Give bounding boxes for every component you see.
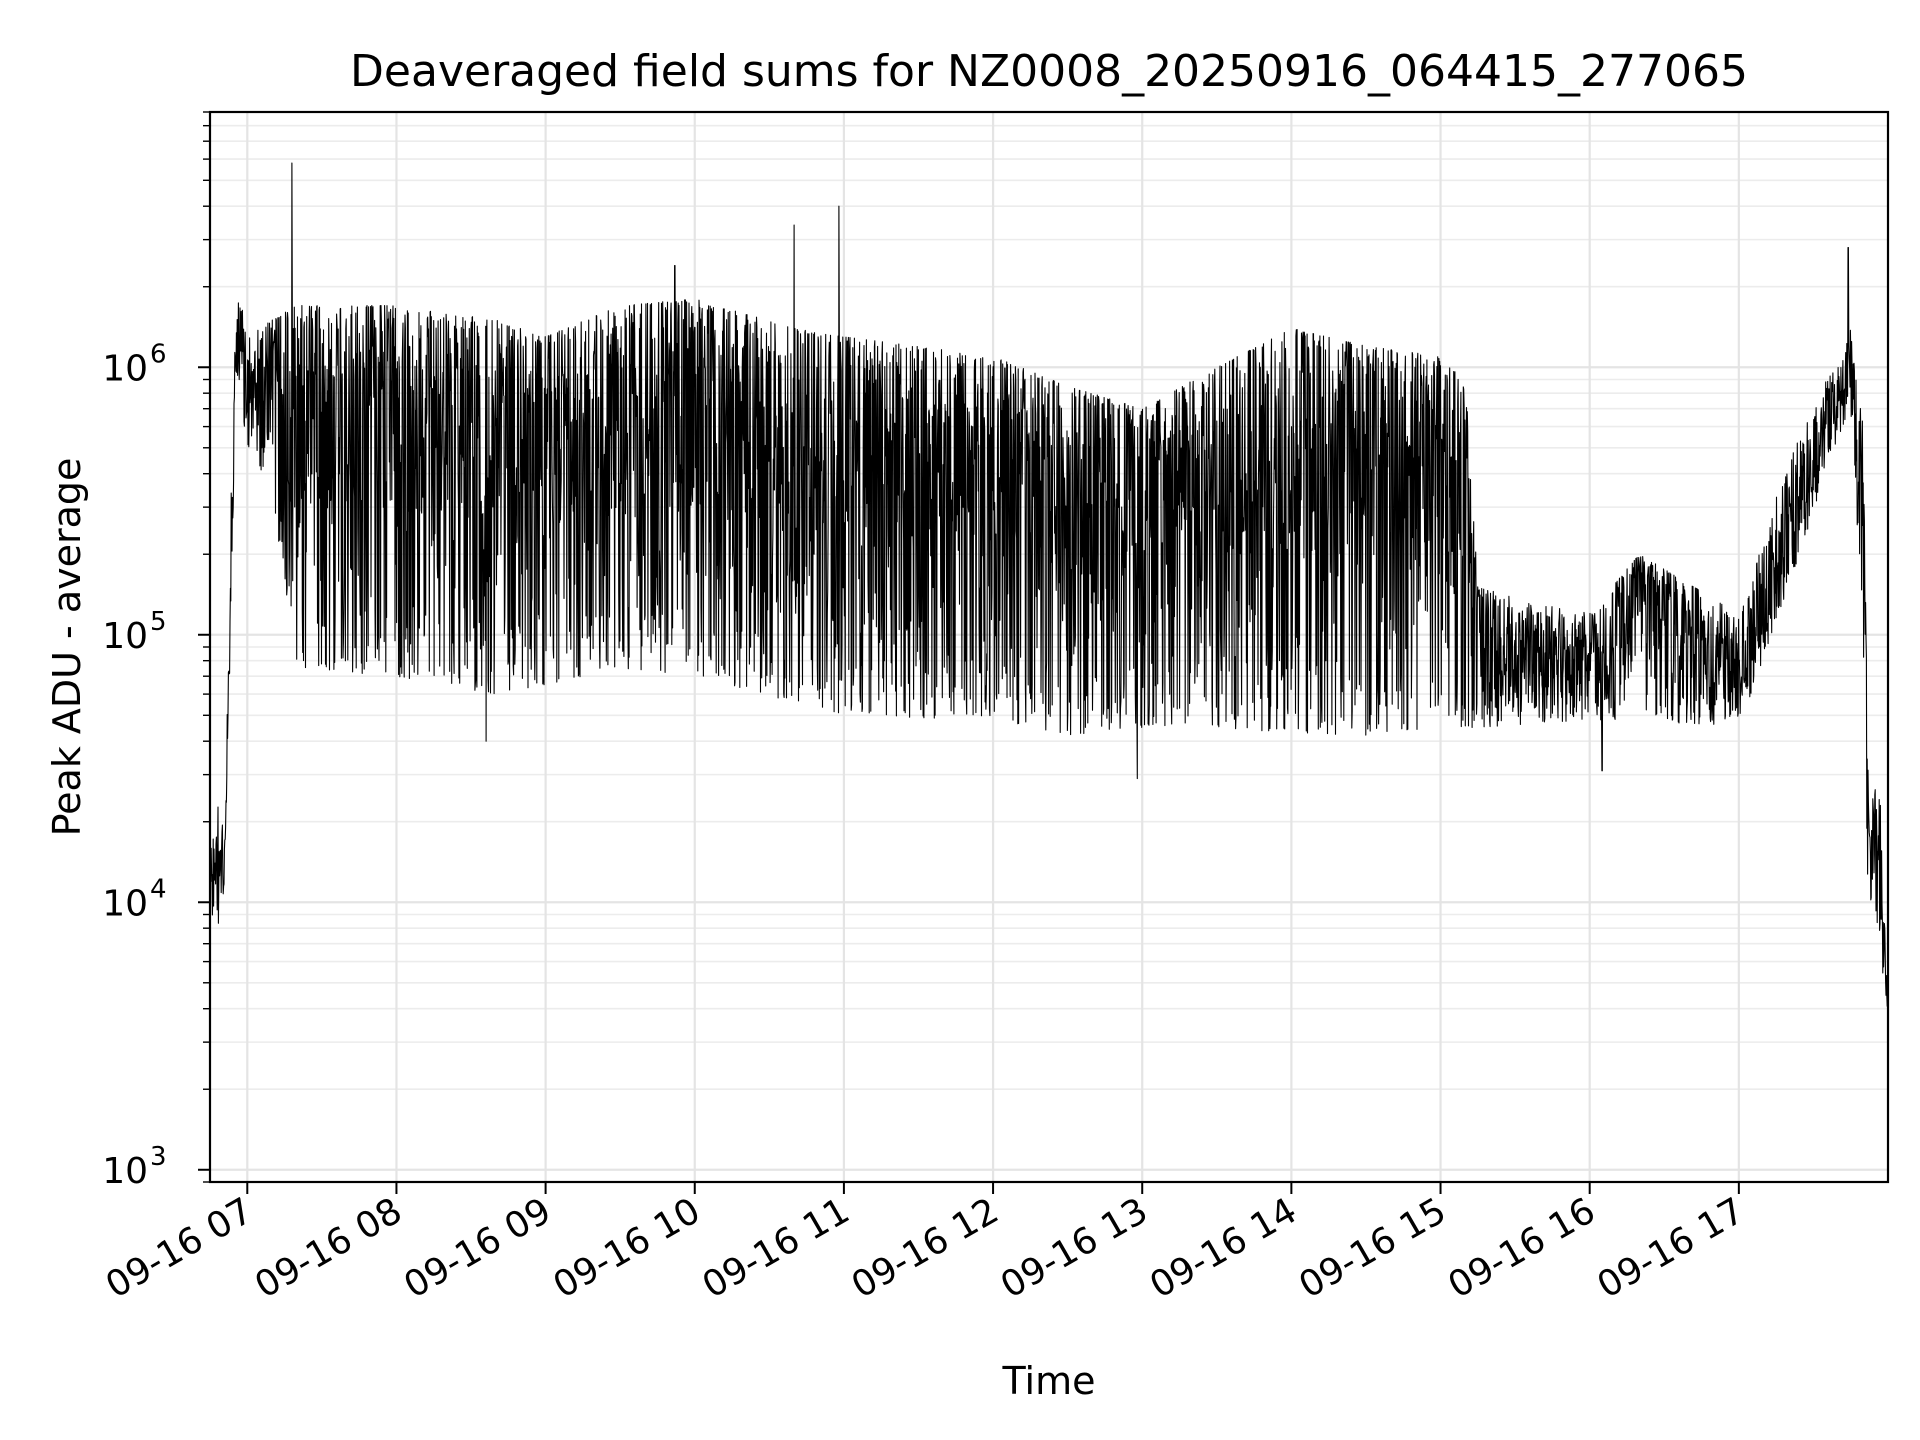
y-tick-label-base: 10 — [102, 348, 148, 389]
x-axis-label: Time — [1002, 1359, 1096, 1403]
series-line — [210, 162, 1888, 1019]
chart-title: Deaveraged field sums for NZ0008_2025091… — [350, 46, 1748, 97]
y-tick-label-exponent: 5 — [150, 607, 167, 637]
y-tick-label-base: 10 — [102, 883, 148, 924]
y-tick-label-exponent: 3 — [150, 1142, 167, 1172]
y-tick-label-exponent: 4 — [150, 874, 167, 904]
y-axis-label: Peak ADU - average — [45, 458, 89, 837]
y-tick-label: 10 5 — [102, 607, 166, 657]
y-tick-label: 10 6 — [102, 339, 166, 389]
y-tick-label-base: 10 — [102, 1151, 148, 1192]
y-tick-label-exponent: 6 — [150, 339, 167, 369]
y-tick-label: 10 3 — [102, 1142, 166, 1192]
series — [210, 162, 1888, 1019]
y-tick-label-base: 10 — [102, 616, 148, 657]
y-tick-label: 10 4 — [102, 874, 166, 924]
